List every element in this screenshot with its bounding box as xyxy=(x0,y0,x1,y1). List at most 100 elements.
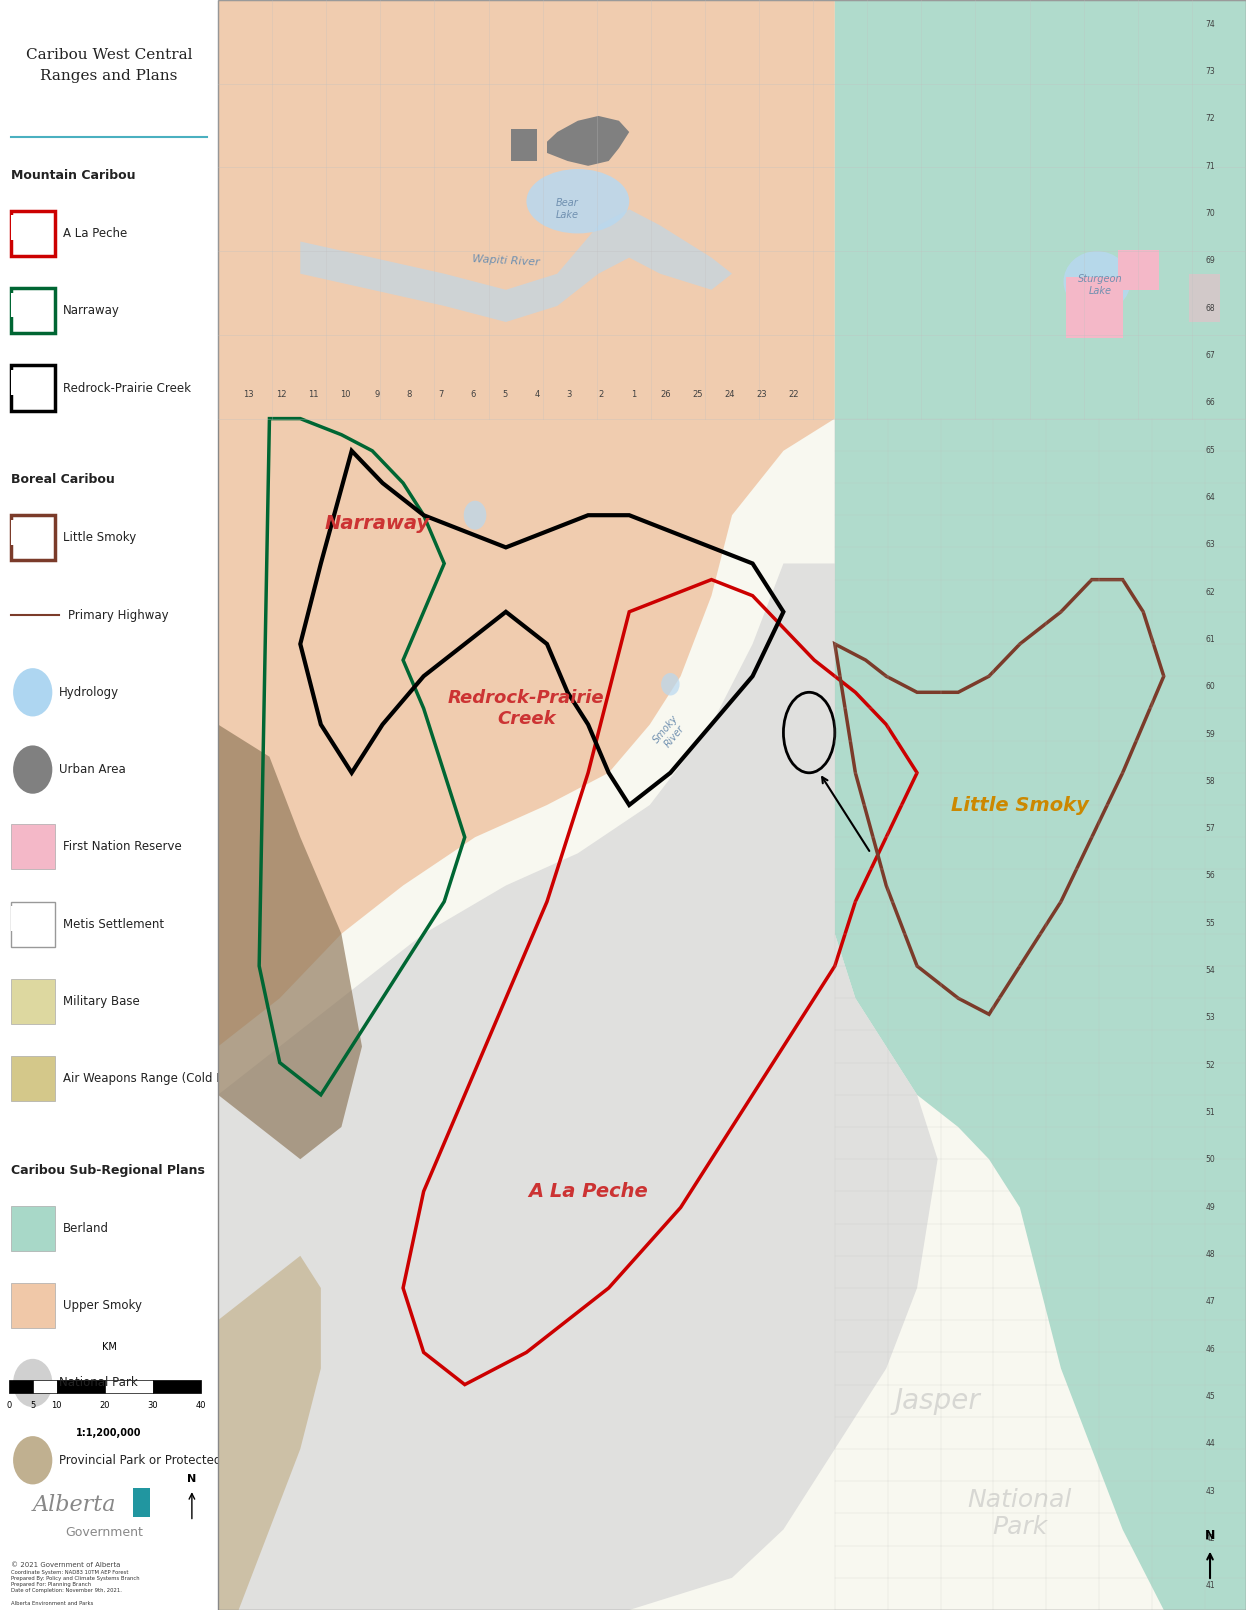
Text: 57: 57 xyxy=(1205,824,1215,832)
Text: 59: 59 xyxy=(1205,729,1215,739)
Bar xyxy=(11,370,26,394)
Ellipse shape xyxy=(14,1436,52,1484)
Text: Primary Highway: Primary Highway xyxy=(67,609,168,621)
Text: Coordinate System: NAD83 10TM AEP Forest
Prepared By: Policy and Climate Systems: Coordinate System: NAD83 10TM AEP Forest… xyxy=(11,1570,199,1610)
Text: 26: 26 xyxy=(660,390,670,399)
Text: 68: 68 xyxy=(1205,304,1215,312)
Ellipse shape xyxy=(14,1359,52,1407)
Text: Alberta: Alberta xyxy=(32,1494,116,1517)
Text: 13: 13 xyxy=(243,390,254,399)
Text: 52: 52 xyxy=(1205,1061,1215,1069)
Bar xyxy=(11,216,26,240)
Bar xyxy=(11,211,55,256)
Text: Provincial Park or Protected Area: Provincial Park or Protected Area xyxy=(59,1454,252,1467)
Text: 72: 72 xyxy=(1205,114,1215,124)
Text: Military Base: Military Base xyxy=(64,995,140,1008)
Polygon shape xyxy=(547,116,629,166)
Text: Sturgeon
Lake: Sturgeon Lake xyxy=(1078,274,1123,296)
Text: 10: 10 xyxy=(51,1401,62,1410)
Bar xyxy=(1118,250,1159,290)
Text: 30: 30 xyxy=(147,1401,158,1410)
Bar xyxy=(1190,274,1220,322)
Text: 1:1,200,000: 1:1,200,000 xyxy=(76,1428,142,1438)
Polygon shape xyxy=(218,724,361,1159)
Text: National
Park: National Park xyxy=(968,1488,1072,1539)
Polygon shape xyxy=(218,564,937,1610)
Text: 3: 3 xyxy=(567,390,572,399)
Text: Little Smoky: Little Smoky xyxy=(64,531,137,544)
Text: Caribou West Central
Ranges and Plans: Caribou West Central Ranges and Plans xyxy=(26,48,192,82)
Text: 10: 10 xyxy=(340,390,350,399)
Text: 66: 66 xyxy=(1205,398,1215,407)
Text: 42: 42 xyxy=(1205,1534,1215,1542)
Ellipse shape xyxy=(14,745,52,794)
Text: 2: 2 xyxy=(599,390,604,399)
Text: 7: 7 xyxy=(439,390,444,399)
Text: 12: 12 xyxy=(275,390,287,399)
Bar xyxy=(11,906,26,931)
Text: 56: 56 xyxy=(1205,871,1215,881)
Text: 24: 24 xyxy=(724,390,735,399)
Text: Narraway: Narraway xyxy=(325,514,430,533)
Bar xyxy=(32,1380,57,1393)
Text: 47: 47 xyxy=(1205,1298,1215,1306)
Bar xyxy=(11,515,55,560)
Text: 60: 60 xyxy=(1205,683,1215,691)
Bar xyxy=(11,902,55,947)
Text: Government: Government xyxy=(65,1526,143,1539)
Text: 22: 22 xyxy=(789,390,799,399)
Text: Bear
Lake: Bear Lake xyxy=(556,198,579,221)
Text: 48: 48 xyxy=(1205,1249,1215,1259)
Text: 41: 41 xyxy=(1205,1581,1215,1591)
Text: 65: 65 xyxy=(1205,446,1215,454)
Text: 5: 5 xyxy=(30,1401,35,1410)
Text: Caribou Sub-Regional Plans: Caribou Sub-Regional Plans xyxy=(11,1164,204,1177)
Bar xyxy=(152,1380,201,1393)
Text: First Nation Reserve: First Nation Reserve xyxy=(64,840,182,853)
Ellipse shape xyxy=(1064,251,1130,312)
Text: KM: KM xyxy=(102,1343,116,1352)
Text: Hydrology: Hydrology xyxy=(59,686,120,699)
Text: Little Smoky: Little Smoky xyxy=(951,795,1089,815)
Text: N: N xyxy=(1205,1530,1215,1542)
Text: 62: 62 xyxy=(1205,588,1215,597)
Bar xyxy=(133,1488,151,1517)
Bar xyxy=(1067,277,1123,338)
Text: Jasper: Jasper xyxy=(895,1386,981,1415)
Text: 54: 54 xyxy=(1205,966,1215,976)
Text: 71: 71 xyxy=(1205,161,1215,171)
Bar xyxy=(11,520,26,544)
Text: 40: 40 xyxy=(196,1401,206,1410)
Text: 51: 51 xyxy=(1205,1108,1215,1117)
Bar xyxy=(11,1056,55,1101)
Text: 8: 8 xyxy=(406,390,412,399)
Text: 23: 23 xyxy=(756,390,768,399)
Text: Redrock-Prairie Creek: Redrock-Prairie Creek xyxy=(64,382,191,394)
Bar xyxy=(9,1380,32,1393)
Text: 45: 45 xyxy=(1205,1393,1215,1401)
Text: 55: 55 xyxy=(1205,919,1215,927)
Bar xyxy=(11,1206,55,1251)
Text: A La Peche: A La Peche xyxy=(64,227,127,240)
Text: 20: 20 xyxy=(100,1401,110,1410)
Polygon shape xyxy=(218,1256,321,1610)
Text: 58: 58 xyxy=(1205,778,1215,786)
Text: 53: 53 xyxy=(1205,1013,1215,1022)
Text: 9: 9 xyxy=(375,390,380,399)
Text: 64: 64 xyxy=(1205,493,1215,502)
Text: Mountain Caribou: Mountain Caribou xyxy=(11,169,136,182)
Text: 67: 67 xyxy=(1205,351,1215,361)
Text: Redrock-Prairie
Creek: Redrock-Prairie Creek xyxy=(449,689,604,728)
Text: 63: 63 xyxy=(1205,541,1215,549)
Text: 50: 50 xyxy=(1205,1156,1215,1164)
Ellipse shape xyxy=(662,673,679,696)
Text: Berland: Berland xyxy=(64,1222,110,1235)
Bar xyxy=(11,979,55,1024)
Bar xyxy=(11,1283,55,1328)
Polygon shape xyxy=(218,0,835,1046)
Bar xyxy=(11,293,26,317)
Text: 0: 0 xyxy=(6,1401,11,1410)
Text: Urban Area: Urban Area xyxy=(59,763,126,776)
Text: Air Weapons Range (Cold Lake): Air Weapons Range (Cold Lake) xyxy=(64,1072,249,1085)
Text: 1: 1 xyxy=(630,390,637,399)
